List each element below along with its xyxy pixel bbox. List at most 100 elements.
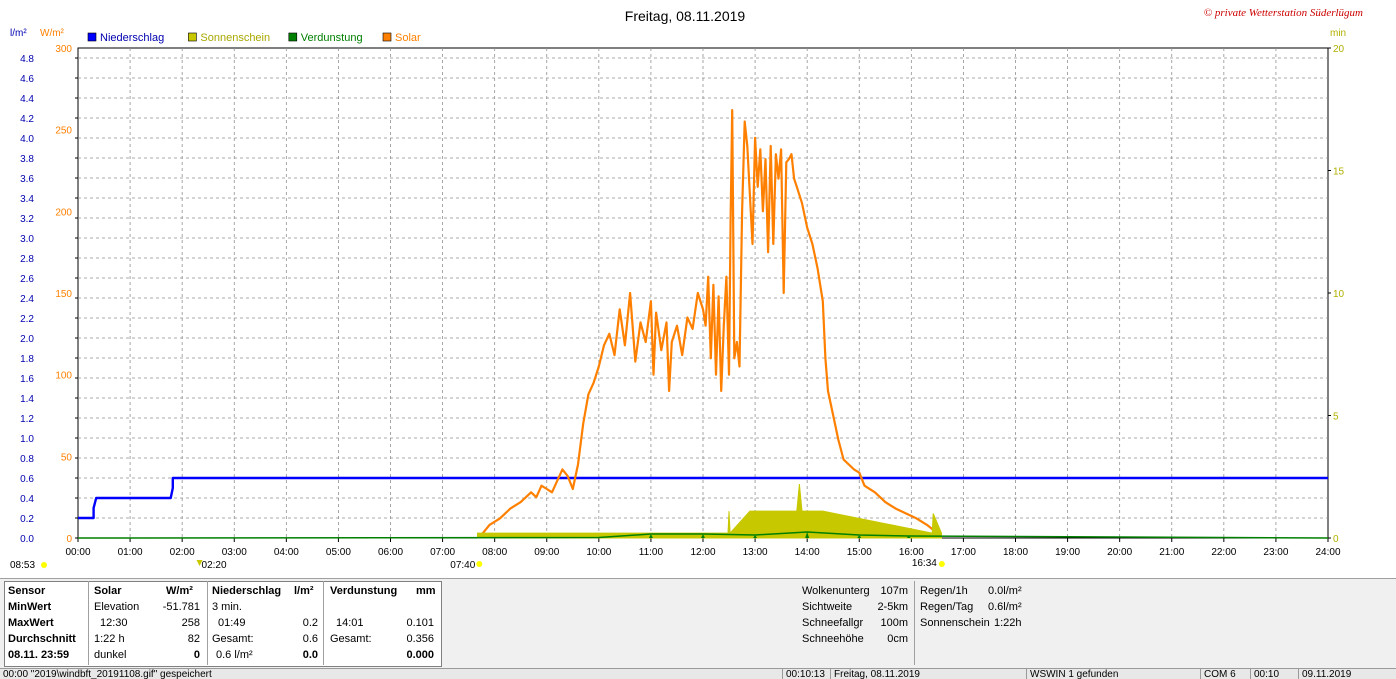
rain-total-label: Gesamt: — [212, 633, 254, 645]
legend: Niederschlag Sonnenschein Verdunstung Solar — [87, 32, 421, 44]
legend-swatch — [188, 32, 197, 42]
rain-unit: l/m² — [294, 585, 314, 597]
minutes-axis-unit: min — [1330, 28, 1346, 39]
series-evaporation-point — [701, 534, 705, 538]
daylength-label: 08:53 — [10, 560, 35, 571]
time-tick-label: 19:00 — [1055, 547, 1080, 558]
rain-current-value: 0.0 — [302, 649, 318, 661]
rain-tick-label: 4.2 — [20, 114, 34, 125]
solar-min-value: -51.781 — [162, 601, 200, 613]
series-evaporation-point — [906, 536, 911, 538]
daylength-icon — [41, 562, 47, 568]
legend-swatch — [288, 32, 298, 42]
status-day: Freitag, 08.11.2019 — [830, 669, 1028, 679]
extra2-label-sunshine: Sonnenschein — [920, 617, 990, 629]
rain-tick-label: 2.4 — [20, 294, 34, 305]
series-layer — [77, 108, 1329, 539]
minutes-tick-label: 0 — [1333, 534, 1339, 545]
evap-header: Verdunstung — [330, 585, 398, 597]
status-date: 09.11.2019 — [1298, 669, 1396, 679]
extra-value-cloudbase: 107m — [880, 585, 908, 597]
rain-tick-label: 2.0 — [20, 334, 34, 345]
stats-panel: Sensor MinWert MaxWert Durchschnitt 08.1… — [0, 578, 1396, 669]
avg-label: Durchschnitt — [8, 633, 76, 645]
solar-tick-label: 300 — [55, 44, 72, 55]
solar-tick-label: 0 — [66, 534, 72, 545]
legend-swatch — [382, 32, 392, 42]
stats-table — [4, 581, 442, 667]
rain-tick-label: 4.4 — [20, 94, 34, 105]
solar-avg-value: 82 — [187, 633, 200, 645]
rain-max-time: 01:49 — [218, 617, 246, 629]
evap-total-label: Gesamt: — [330, 633, 372, 645]
time-tick-label: 20:00 — [1107, 547, 1132, 558]
time-tick-label: 10:00 — [586, 547, 611, 558]
time-tick-label: 18:00 — [1003, 547, 1028, 558]
status-bar: 00:00 "2019\windbft_20191108.gif" gespei… — [0, 668, 1396, 679]
solar-axis-unit: W/m² — [40, 28, 65, 39]
time-tick-label: 24:00 — [1315, 547, 1340, 558]
rain-tick-label: 2.8 — [20, 254, 34, 265]
time-tick-label: 09:00 — [534, 547, 559, 558]
time-tick-label: 02:00 — [170, 547, 195, 558]
rain-tick-label: 2.6 — [20, 274, 34, 285]
series-evaporation-point — [753, 535, 758, 538]
status-com: COM 6 — [1200, 669, 1252, 679]
rain-tick-label: 1.4 — [20, 394, 34, 405]
extra-label-visibility: Sichtweite — [802, 601, 853, 613]
time-tick-label: 21:00 — [1159, 547, 1184, 558]
col-separator — [207, 581, 208, 665]
status-message: 00:00 "2019\windbft_20191108.gif" gespei… — [3, 669, 212, 679]
extra-value-visibility: 2-5km — [877, 601, 908, 613]
rain-header: Niederschlag — [212, 585, 282, 597]
min-label: MinWert — [8, 601, 52, 613]
max-label: MaxWert — [8, 617, 54, 629]
minutes-tick-label: 5 — [1333, 412, 1339, 423]
sunset-icon — [938, 561, 945, 567]
copyright-label: © private Wetterstation Süderlügum — [1204, 7, 1363, 19]
sunrise-label: 07:40 — [450, 560, 475, 571]
sensor-header: Sensor — [8, 585, 46, 597]
time-tick-label: 07:00 — [430, 547, 455, 558]
moon-icon — [196, 560, 203, 566]
rain-tick-label: 0.6 — [20, 474, 34, 485]
solar-max-time: 12:30 — [100, 617, 128, 629]
solar-tick-label: 100 — [55, 371, 72, 382]
time-tick-label: 11:00 — [639, 547, 664, 558]
minutes-tick-label: 15 — [1333, 167, 1345, 178]
solar-tick-label: 250 — [55, 126, 72, 137]
series-evaporation-point — [648, 534, 653, 538]
evap-max-time: 14:01 — [336, 617, 364, 629]
evap-unit: mm — [416, 585, 436, 597]
status-info: WSWIN 1 gefunden — [1026, 669, 1202, 679]
evap-current-value: 0.000 — [406, 649, 434, 661]
legend-label: Verdunstung — [301, 32, 363, 44]
time-tick-label: 14:00 — [795, 547, 820, 558]
rain-tick-label: 4.8 — [20, 54, 34, 65]
rain-tick-label: 0.0 — [20, 534, 34, 545]
rain-tick-label: 4.0 — [20, 134, 34, 145]
weather-chart: Freitag, 08.11.2019 © private Wetterstat… — [10, 7, 1363, 571]
rain-current-label: 0.6 l/m² — [216, 649, 253, 661]
time-tick-label: 12:00 — [690, 547, 715, 558]
time-tick-label: 00:00 — [65, 547, 90, 558]
solar-tick-label: 200 — [55, 207, 72, 218]
rain-tick-label: 0.2 — [20, 514, 34, 525]
rain-tick-label: 2.2 — [20, 314, 34, 325]
sun-markers: 07:40 16:34 08:53 02:20 — [10, 558, 945, 571]
series-rain — [78, 476, 1328, 520]
rain-axis-unit: l/m² — [10, 28, 27, 39]
solar-tick-label: 150 — [55, 289, 72, 300]
legend-label: Solar — [395, 32, 421, 44]
legend-label: Niederschlag — [100, 32, 164, 44]
extra-label-cloudbase: Wolkenunterg — [802, 585, 870, 597]
extra-label-snowdepth: Schneehöhe — [802, 633, 864, 645]
solar-tick-label: 50 — [61, 452, 73, 463]
status-time2: 00:10 — [1250, 669, 1300, 679]
rain-tick-label: 1.0 — [20, 434, 34, 445]
time-tick-label: 15:00 — [847, 547, 872, 558]
solar-avg-label: 1:22 h — [94, 633, 125, 645]
solar-header: Solar — [94, 585, 122, 597]
rain-tick-label: 1.6 — [20, 374, 34, 385]
series-evaporation-point — [857, 535, 862, 538]
